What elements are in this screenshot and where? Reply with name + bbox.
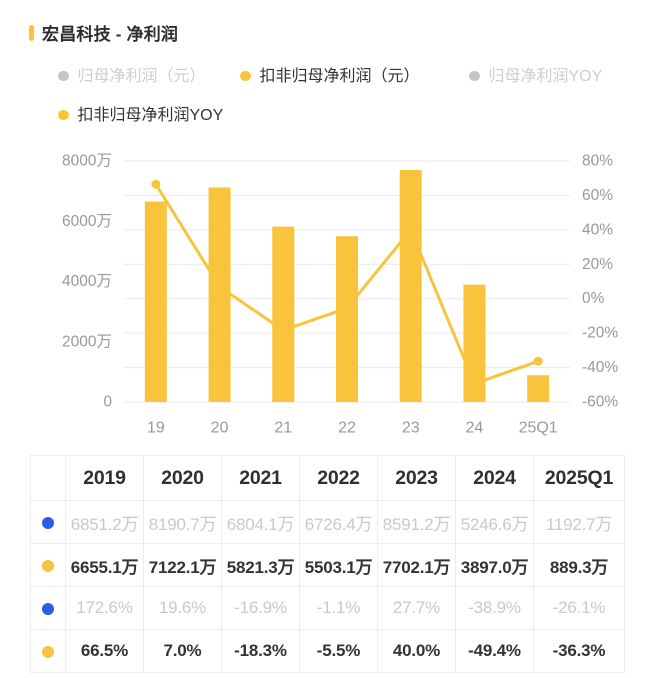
series-dot-cell [30, 543, 66, 587]
page-title: 宏昌科技 - 净利润 [42, 25, 179, 44]
table-value-cell: -26.1% [533, 586, 625, 630]
line-marker [151, 179, 161, 189]
line-marker [533, 356, 543, 366]
table-year-header: 2022 [299, 455, 378, 501]
table-value-cell: 6804.1万 [221, 500, 300, 544]
table-row: 6655.1万 7122.1万 5821.3万 5503.1万 7702.1万 3897.… [30, 543, 625, 587]
table-value-cell: 5246.6万 [455, 500, 534, 544]
table-value-cell: 27.7% [377, 586, 456, 630]
table-value-cell: 6851.2万 [65, 500, 144, 544]
table-year-header: 2023 [377, 455, 456, 501]
legend-item-label: 归母净利润YOY [488, 67, 603, 85]
table-value-cell: 1192.7万 [533, 500, 625, 544]
x-axis-label: 20 [211, 420, 229, 437]
right-axis-label: 0% [582, 290, 605, 307]
right-axis-label: 60% [582, 187, 613, 204]
legend-item-inactive-0-2[interactable]: 归母净利润YOY [469, 67, 603, 85]
legend-dot-icon [58, 70, 69, 82]
left-axis-label: 6000万 [62, 213, 112, 230]
series-dot-cell [30, 586, 66, 630]
table-value-cell: -38.9% [455, 586, 534, 630]
data-table: 2019 2020 2021 2022 2023 2024 2025Q1 6851.2万 81… [30, 455, 625, 673]
right-axis-label: 80% [582, 153, 613, 170]
table-header-row: 2019 2020 2021 2022 2023 2024 2025Q1 [30, 455, 625, 501]
right-axis-label: -20% [582, 325, 618, 342]
table-value-cell: -36.3% [533, 629, 625, 673]
bar [144, 201, 167, 402]
table-year-header: 2025Q1 [533, 455, 625, 501]
table-value-cell: 8190.7万 [143, 500, 222, 544]
legend-item-label: 归母净利润（元） [77, 67, 206, 85]
bar [336, 236, 358, 402]
table-year-header: 2021 [221, 455, 300, 501]
table-value-cell: 889.3万 [533, 543, 625, 587]
series-dot-cell [30, 500, 66, 544]
table-value-cell: -1.1% [299, 586, 378, 630]
line-marker [342, 303, 352, 313]
x-axis-label: 24 [466, 420, 484, 437]
right-axis-label: 40% [582, 221, 613, 238]
table-value-cell: 5503.1万 [299, 543, 378, 587]
x-axis-label: 22 [338, 420, 356, 437]
table-value-cell: 3897.0万 [455, 543, 534, 587]
table-value-cell: 7.0% [143, 629, 222, 673]
table-value-cell: 7702.1万 [377, 543, 456, 587]
line-marker [278, 325, 288, 335]
x-axis-label: 25Q1 [519, 420, 558, 437]
line-marker [215, 282, 225, 292]
table-row: 6851.2万 8190.7万 6804.1万 6726.4万 8591.2万 5246.… [30, 500, 625, 544]
title-accent-bar [29, 24, 34, 41]
bar [208, 187, 231, 402]
series-dot-icon [42, 645, 54, 658]
line-marker [469, 379, 479, 389]
table-value-cell: 7122.1万 [143, 543, 222, 587]
x-axis-label: 23 [402, 420, 420, 437]
table-value-cell: 66.5% [65, 629, 144, 673]
right-axis-label: 20% [582, 256, 613, 273]
table-corner-cell [30, 455, 66, 501]
left-axis-label: 4000万 [62, 273, 112, 290]
table-row: 66.5% 7.0% -18.3% -5.5% 40.0% -49.4% -36.3% [30, 629, 625, 673]
table-value-cell: 40.0% [377, 629, 456, 673]
table-value-cell: -18.3% [221, 629, 300, 673]
x-axis-label: 19 [147, 420, 165, 437]
table-value-cell: 5821.3万 [221, 543, 300, 587]
table-year-header: 2024 [455, 455, 534, 501]
left-axis-label: 0 [103, 394, 112, 411]
table-year-header: 2019 [65, 455, 144, 501]
series-dot-icon [42, 559, 54, 572]
table-value-cell: 172.6% [65, 586, 144, 630]
legend-item-label: 扣非归母净利润YOY [77, 106, 224, 124]
series-dot-icon [42, 516, 54, 529]
bar [272, 226, 295, 402]
legend-dot-icon [469, 70, 480, 82]
table-value-cell: -16.9% [221, 586, 300, 630]
x-axis-label: 21 [274, 420, 292, 437]
table-value-cell: 19.6% [143, 586, 222, 630]
right-axis-label: -40% [582, 359, 618, 376]
table-value-cell: 8591.2万 [377, 500, 456, 544]
series-dot-icon [42, 602, 54, 615]
legend-dot-icon [240, 70, 251, 82]
legend-item-label: 扣非归母净利润（元） [259, 67, 420, 85]
table-year-header: 2020 [143, 455, 222, 501]
bar-line-chart[interactable]: 80% 60% 40% 20% 0% -20% -40% -60% 8000万 6000万 4000… [0, 140, 650, 445]
chart-header: 宏昌科技 - 净利润 [29, 20, 178, 45]
bar [399, 169, 422, 402]
table-value-cell: -5.5% [299, 629, 378, 673]
left-axis-label: 8000万 [62, 153, 112, 170]
left-axis-label: 2000万 [62, 333, 112, 350]
legend-item-active-0-1[interactable]: 扣非归母净利润（元） [240, 67, 420, 85]
legend-item-active-1-0[interactable]: 扣非归母净利润YOY [58, 106, 224, 124]
bar [527, 375, 550, 402]
table-value-cell: -49.4% [455, 629, 534, 673]
table-value-cell: 6726.4万 [299, 500, 378, 544]
right-axis-label: -60% [582, 394, 618, 411]
table-row: 172.6% 19.6% -16.9% -1.1% 27.7% -38.9% -26.1% [30, 586, 625, 630]
line-marker [406, 225, 416, 235]
legend-dot-icon [58, 109, 69, 121]
table-value-cell: 6655.1万 [65, 543, 144, 587]
legend-item-inactive-0-0[interactable]: 归母净利润（元） [58, 67, 206, 85]
series-dot-cell [30, 629, 66, 673]
